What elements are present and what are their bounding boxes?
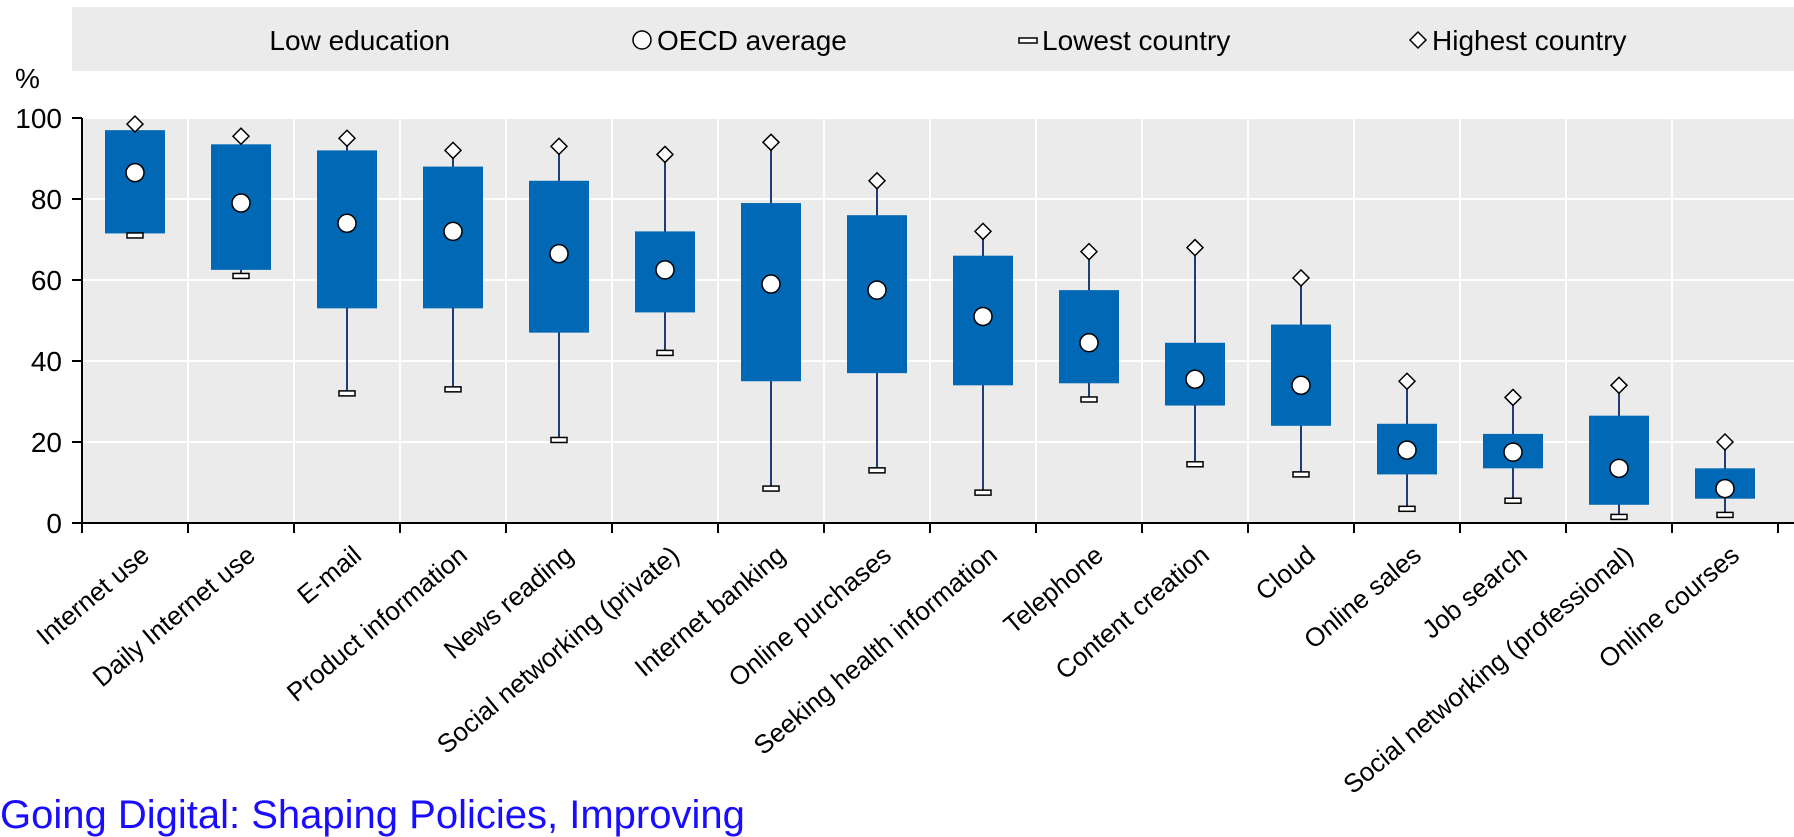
average-marker	[337, 213, 357, 234]
y-tick-label: 60	[31, 265, 62, 296]
highest-marker	[1609, 376, 1629, 395]
lowest-marker	[1398, 505, 1416, 513]
y-tick-label: 100	[15, 103, 62, 134]
lowest-marker	[338, 390, 356, 397]
x-tick-label: Product information	[281, 540, 473, 708]
lowest-marker	[974, 489, 992, 496]
lowest-marker	[868, 467, 886, 474]
x-tick-label: Online sales	[1298, 540, 1427, 655]
average-marker	[125, 162, 145, 183]
y-axis-label: %	[15, 63, 40, 94]
average-marker	[1397, 440, 1417, 460]
legend-background	[72, 7, 1794, 71]
lowest-marker	[1186, 461, 1204, 468]
lowest-marker	[550, 436, 568, 444]
lowest-marker	[1080, 396, 1098, 403]
box-range	[1271, 324, 1331, 426]
highest-marker	[337, 129, 357, 148]
legend-average-marker	[632, 30, 652, 50]
legend: Low education OECD average Lowest country H…	[269, 25, 1626, 56]
highest-marker	[973, 222, 993, 241]
average-marker	[443, 221, 463, 242]
average-marker	[761, 274, 781, 294]
average-marker	[1079, 333, 1099, 353]
average-marker	[973, 306, 993, 327]
lowest-marker	[1716, 511, 1734, 519]
lowest-marker	[1292, 471, 1310, 478]
highest-marker	[1291, 268, 1311, 288]
lowest-marker	[126, 232, 144, 239]
legend-lowest-marker	[1018, 37, 1038, 44]
highest-marker	[867, 171, 887, 190]
x-tick-label: Telephone	[998, 540, 1109, 640]
average-marker	[231, 193, 251, 213]
y-tick-label: 20	[31, 427, 62, 458]
average-marker	[549, 243, 569, 264]
average-marker	[1291, 375, 1311, 396]
legend-range-label: Low education	[269, 25, 450, 56]
lowest-marker	[1610, 513, 1628, 521]
lowest-marker	[656, 349, 674, 357]
x-tick-label: Cloud	[1250, 540, 1321, 607]
legend-highest-label: Highest country	[1432, 25, 1627, 56]
average-marker	[1609, 458, 1629, 479]
highest-marker	[1503, 388, 1523, 407]
legend-average-label: OECD average	[657, 25, 847, 56]
highest-marker	[655, 145, 675, 164]
highest-marker	[549, 137, 569, 156]
average-marker	[867, 280, 887, 300]
average-marker	[655, 260, 675, 280]
highest-marker	[1185, 238, 1205, 257]
highest-marker	[125, 115, 145, 134]
lowest-marker	[762, 485, 780, 492]
highest-marker	[231, 127, 251, 146]
average-marker	[1503, 442, 1523, 462]
boxes	[105, 115, 1755, 521]
x-tick-label: E-mail	[291, 540, 367, 610]
highest-marker	[1079, 242, 1099, 261]
legend-highest-marker	[1408, 30, 1428, 50]
y-tick-label: 0	[46, 508, 62, 539]
average-marker	[1185, 369, 1205, 389]
lowest-marker	[1504, 497, 1522, 504]
highest-marker	[761, 133, 781, 152]
lowest-marker	[444, 386, 462, 393]
y-tick-label: 40	[31, 346, 62, 377]
highest-marker	[1397, 372, 1417, 391]
footer-link[interactable]: Going Digital: Shaping Policies, Improvi…	[0, 793, 745, 837]
y-tick-label: 80	[31, 184, 62, 215]
highest-marker	[1715, 432, 1735, 452]
highest-marker	[443, 141, 463, 160]
average-marker	[1715, 478, 1735, 499]
lowest-marker	[232, 272, 250, 280]
legend-lowest-label: Lowest country	[1042, 25, 1230, 56]
